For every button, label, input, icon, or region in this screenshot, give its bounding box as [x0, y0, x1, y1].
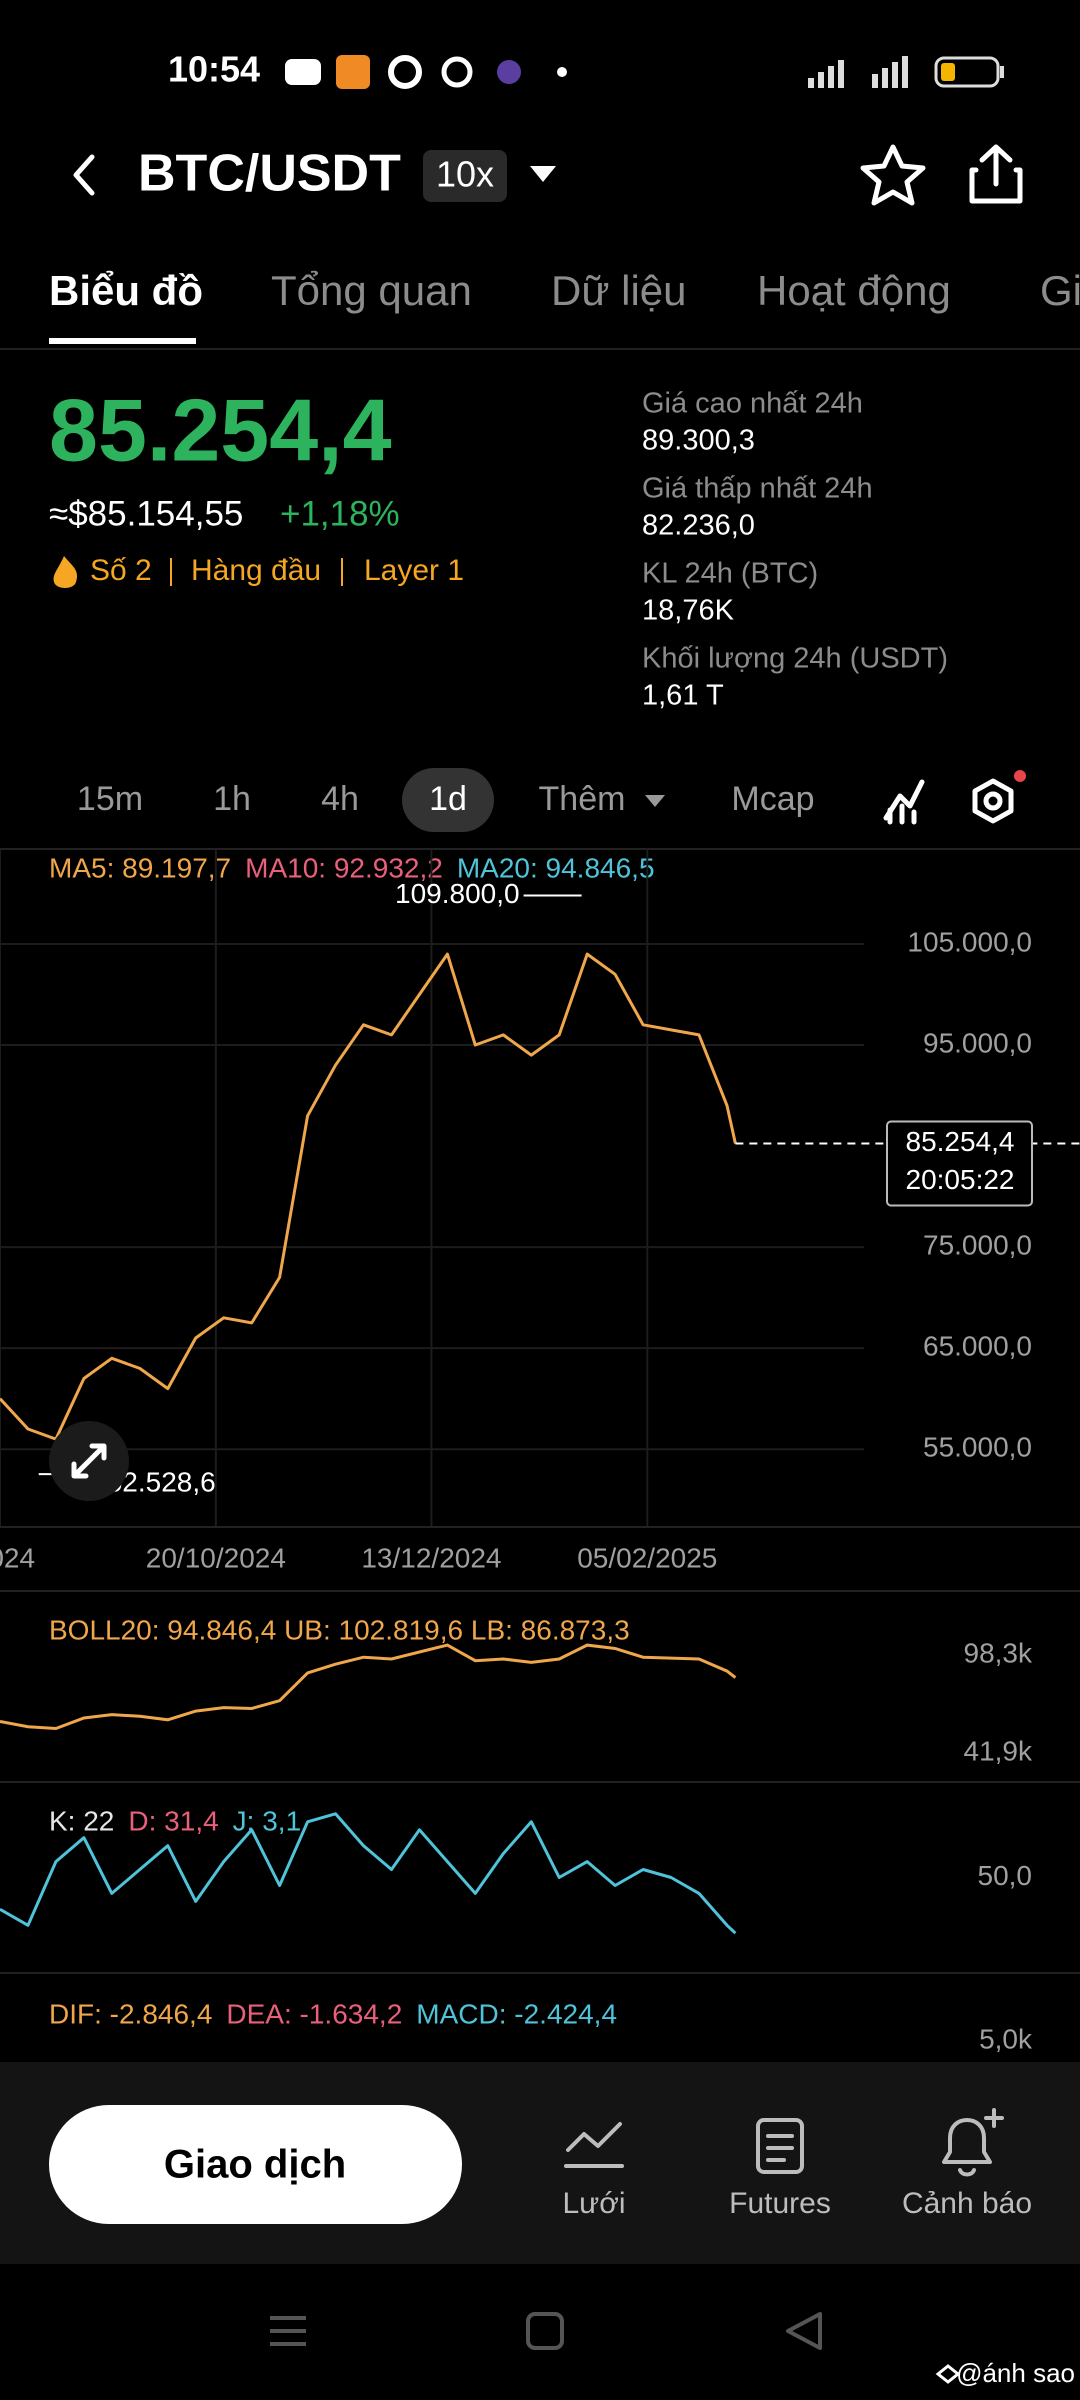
settings-button[interactable] — [972, 770, 1026, 824]
indicator-value: BOLL20: 94.846,4 UB: 102.819,6 LB: 86.87… — [49, 1614, 630, 1645]
stats: Giá cao nhất 24h 89.300,3 Giá thấp nhất 24… — [642, 388, 948, 712]
last-price: 85.254,4 — [49, 380, 392, 479]
status-icons — [285, 55, 1004, 89]
stat-label: Giá thấp nhất 24h — [642, 473, 873, 505]
stat-label: KL 24h (BTC) — [642, 558, 818, 590]
tab[interactable]: Biểu đồ — [49, 267, 203, 314]
share-button[interactable] — [969, 144, 1023, 204]
grid-icon[interactable] — [564, 2122, 624, 2168]
indicator-value: D: 31,4 — [128, 1805, 218, 1836]
stat-value: 18,76K — [642, 595, 735, 627]
interval[interactable]: 15m — [77, 780, 143, 818]
more-dropdown[interactable] — [645, 795, 665, 807]
price-line — [0, 952, 737, 1441]
interval-active[interactable] — [402, 768, 494, 832]
x-tick-label: 05/02/2025 — [577, 1542, 717, 1573]
indicator-value: K: 22 — [49, 1805, 114, 1836]
leverage: 10x — [436, 154, 494, 195]
y-tick-label: 50,0 — [978, 1860, 1033, 1891]
stat-value: 1,61 T — [642, 680, 724, 712]
interval[interactable]: 4h — [321, 780, 359, 818]
x-tick-label: /2024 — [0, 1542, 35, 1573]
watermark: @ánh sao — [956, 2358, 1075, 2388]
nav-label[interactable]: Lưới — [562, 2187, 625, 2220]
stat-value: 82.236,0 — [642, 510, 755, 542]
tab[interactable]: Tổng quan — [271, 267, 472, 314]
back-button[interactable] — [73, 154, 95, 196]
y-tick-label: 95.000,0 — [923, 1027, 1032, 1058]
fire-icon — [53, 556, 78, 588]
tab[interactable]: Hoạt động — [757, 267, 951, 314]
rank-tag: Số 2 — [90, 554, 152, 587]
indicator-value: DEA: -1.634,2 — [226, 1998, 402, 2029]
boll-price-line — [0, 1643, 737, 1731]
indicator-panels: 41,9k 98,3k BOLL20: 94.846,4 UB: 102.819,6… — [0, 1614, 1033, 2054]
y-tick-label: 75.000,0 — [923, 1230, 1032, 1261]
y-tick-label: 98,3k — [964, 1637, 1033, 1668]
y-tick-label: 65.000,0 — [923, 1331, 1032, 1362]
price-chart: 55.000,0 65.000,0 75.000,0 95.000,0 105.000,… — [0, 849, 1080, 1573]
nav-label[interactable]: Cảnh báo — [902, 2187, 1032, 2220]
nav-label[interactable]: Futures — [729, 2187, 831, 2220]
stat-label: Khối lượng 24h (USDT) — [642, 643, 948, 675]
interval[interactable]: 1h — [213, 780, 251, 818]
home-key[interactable] — [526, 2312, 564, 2350]
menu-key[interactable] — [270, 2316, 306, 2346]
indicator-value: MA20: 94.846,5 — [457, 852, 655, 883]
indicator-value: MACD: -2.424,4 — [416, 1998, 617, 2029]
usd-price: ≈$85.154,55 — [49, 494, 243, 533]
interval[interactable]: 1d — [429, 780, 467, 818]
indicator-value: MA10: 92.932,2 — [245, 852, 443, 883]
tab[interactable]: Gi — [1040, 267, 1080, 314]
trade-button[interactable] — [49, 2105, 462, 2224]
price-change: +1,18% — [280, 494, 400, 533]
leverage-badge[interactable] — [423, 150, 507, 202]
ma-legend: MA5: 89.197,7 MA10: 92.932,2 MA20: 94.846,… — [49, 852, 655, 883]
favorite-button[interactable] — [860, 144, 926, 206]
indicator-value: J: 3,1 — [233, 1805, 301, 1836]
max-label: 109.800,0 — [395, 878, 520, 909]
interval[interactable]: Thêm — [539, 780, 626, 818]
y-tick-label: 105.000,0 — [907, 926, 1032, 957]
x-tick-label: 20/10/2024 — [146, 1542, 286, 1573]
stat-value: 89.300,3 — [642, 425, 755, 457]
expand-icon — [71, 1443, 107, 1479]
last-price-time: 20:05:22 — [906, 1164, 1015, 1195]
indicator-value: MA5: 89.197,7 — [49, 852, 231, 883]
rank-tag: Layer 1 — [364, 554, 464, 587]
x-tick-label: 13/12/2024 — [361, 1542, 501, 1573]
indicator-value: DIF: -2.846,4 — [49, 1998, 212, 2029]
status-time: 10:54 — [168, 49, 260, 90]
oscillator-line — [0, 1812, 737, 1935]
interval[interactable]: Mcap — [731, 780, 814, 818]
pair-dropdown[interactable] — [530, 166, 556, 182]
tab[interactable]: Dữ liệu — [551, 267, 687, 314]
y-tick-label: 55.000,0 — [923, 1432, 1032, 1463]
last-price-box — [886, 1120, 1033, 1207]
last-price-label: 85.254,4 — [906, 1126, 1015, 1157]
pair-title: BTC/USDT — [138, 145, 401, 203]
rank-tag: Hàng đầu — [191, 554, 321, 587]
system-nav — [0, 2264, 1080, 2400]
trade-label: Giao dịch — [164, 2143, 346, 2187]
alert-icon[interactable] — [942, 2108, 1004, 2177]
indicator-button[interactable] — [883, 779, 925, 825]
back-key[interactable] — [786, 2312, 822, 2350]
watermark-icon — [935, 2364, 961, 2384]
y-tick-label: 41,9k — [964, 1735, 1033, 1766]
y-tick-label: 5,0k — [979, 2023, 1033, 2054]
tab-indicator — [49, 338, 196, 344]
futures-icon[interactable] — [756, 2118, 804, 2174]
stat-label: Giá cao nhất 24h — [642, 388, 863, 420]
